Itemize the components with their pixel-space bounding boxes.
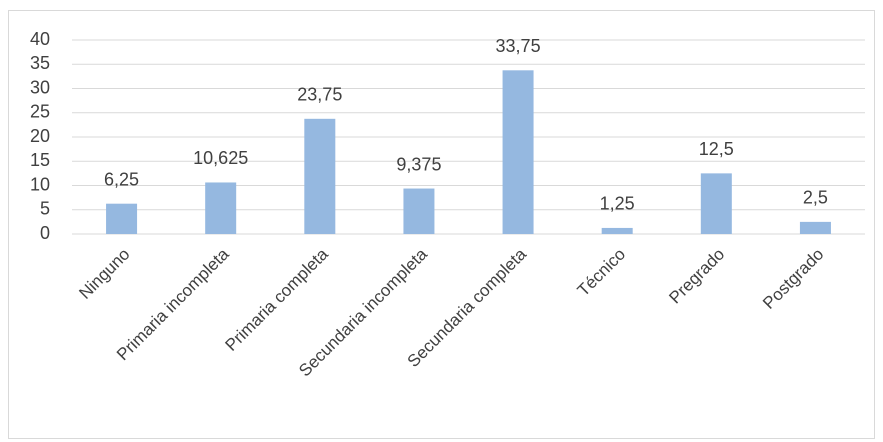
y-tick-label: 0 [40,223,50,243]
bar [799,221,831,234]
bar [601,227,633,234]
chart-frame [8,10,875,439]
value-label: 2,5 [803,188,828,208]
y-tick-label: 30 [30,77,50,97]
value-label: 1,25 [600,194,635,214]
value-label: 10,625 [193,148,248,168]
y-tick-label: 40 [30,29,50,49]
y-tick-label: 35 [30,53,50,73]
value-label: 9,375 [396,154,441,174]
value-label: 6,25 [104,169,139,189]
bar [205,182,237,234]
value-label: 33,75 [496,36,541,56]
value-label: 12,5 [699,139,734,159]
y-tick-label: 25 [30,102,50,122]
y-tick-label: 10 [30,174,50,194]
y-tick-label: 5 [40,199,50,219]
value-label: 23,75 [297,85,342,105]
y-tick-label: 20 [30,126,50,146]
y-tick-label: 15 [30,150,50,170]
bar [106,203,138,234]
bar [304,118,336,234]
bar [502,70,534,234]
bar [700,173,732,234]
bar [403,188,435,234]
